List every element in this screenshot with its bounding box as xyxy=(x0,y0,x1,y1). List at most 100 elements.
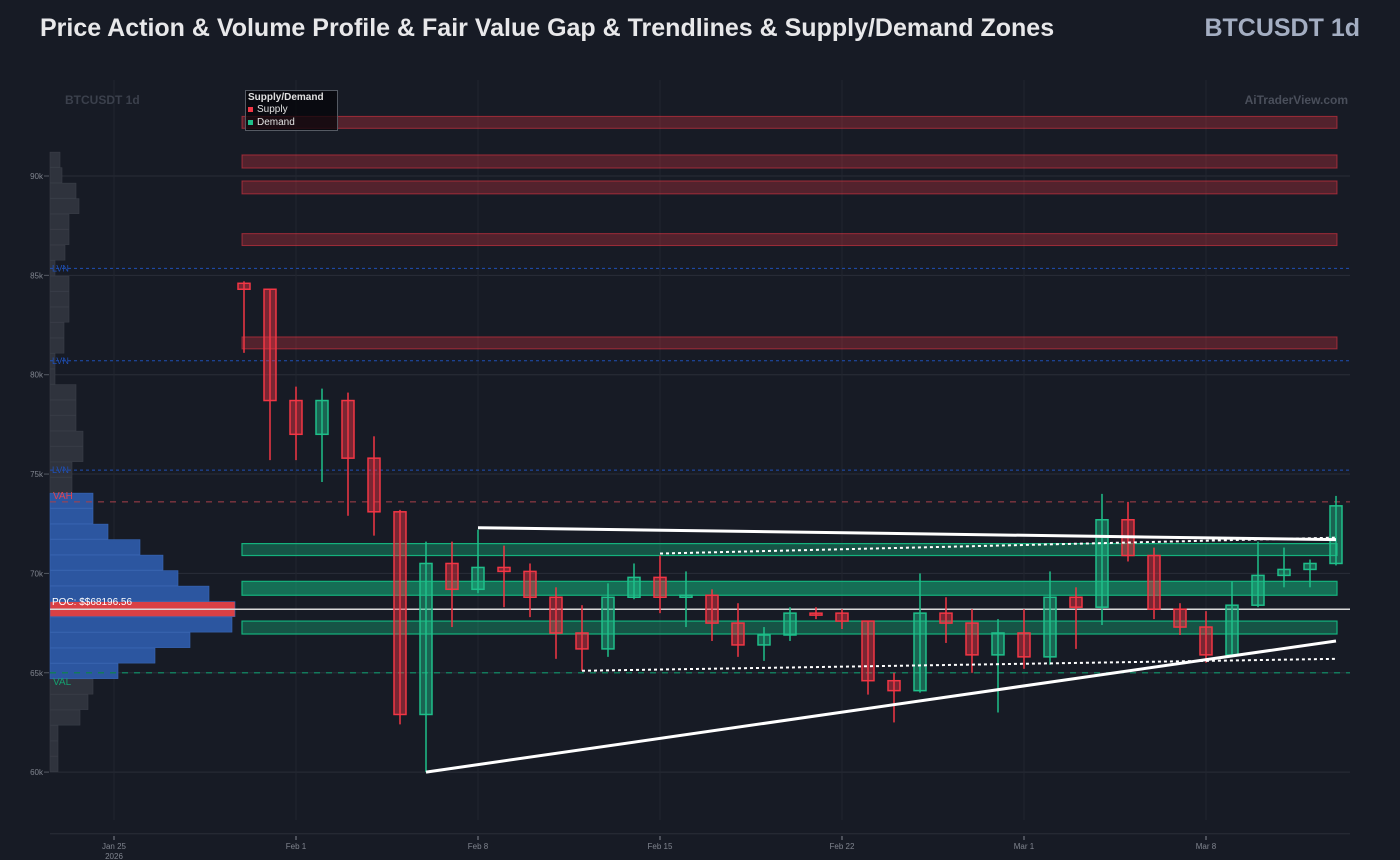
supply-zone xyxy=(241,233,1338,247)
candle-bearish xyxy=(1147,554,1161,610)
y-tick-label: 65k xyxy=(30,669,44,678)
volume-profile-bar xyxy=(49,585,210,602)
candle-bullish xyxy=(419,562,433,716)
watermark-symbol: BTCUSDT 1d xyxy=(65,93,140,107)
supply-zone xyxy=(241,154,1338,169)
volume-profile-bar xyxy=(49,740,59,757)
lvn-label: LVN xyxy=(52,356,69,366)
candle-bearish xyxy=(835,612,849,622)
candle-bullish xyxy=(1329,505,1343,565)
page-title: Price Action & Volume Profile & Fair Val… xyxy=(40,14,1055,42)
x-tick-label: Feb 22 xyxy=(830,842,855,851)
volume-profile-bar xyxy=(49,694,89,710)
volume-profile-bar xyxy=(49,477,73,493)
demand-zone xyxy=(241,580,1338,596)
candle-bearish xyxy=(705,594,719,624)
candle-bearish xyxy=(289,399,303,436)
candle-bearish xyxy=(1199,626,1213,656)
demand-swatch-icon xyxy=(248,120,253,125)
volume-profile-bar xyxy=(49,539,141,555)
volume-profile-bar xyxy=(49,663,119,679)
symbol-label: BTCUSDT 1d xyxy=(1204,14,1360,42)
volume-profile-bar xyxy=(49,167,63,183)
candle-bearish xyxy=(809,612,823,616)
volume-profile-bar xyxy=(49,446,84,462)
candle-bearish xyxy=(497,566,511,573)
x-tick-label: Feb 15 xyxy=(648,842,673,851)
volume-profile-bar xyxy=(49,182,77,199)
y-tick-label: 60k xyxy=(30,768,44,777)
candle-bullish xyxy=(1251,574,1265,606)
volume-profile-bar xyxy=(49,399,77,416)
candle-bullish xyxy=(315,399,329,436)
candle-bullish xyxy=(757,634,771,646)
candle-bearish xyxy=(1017,632,1031,658)
candle-bearish xyxy=(887,679,901,692)
supply-swatch-icon xyxy=(248,107,253,112)
candle-bullish xyxy=(627,576,641,598)
volume-profile-bar xyxy=(49,337,65,354)
volume-profile-bar xyxy=(49,678,94,695)
legend-title: Supply/Demand xyxy=(248,92,324,103)
x-tick-label: Mar 8 xyxy=(1196,842,1217,851)
poc-label: POC: $$68196.56 xyxy=(52,597,132,608)
vah-label: VAH xyxy=(53,491,73,502)
candle-bearish xyxy=(653,576,667,598)
volume-profile-bar xyxy=(49,523,109,540)
legend-item-demand[interactable]: Demand xyxy=(248,116,335,129)
volume-profile-bar xyxy=(49,198,80,214)
candle-bearish xyxy=(237,282,251,291)
candle-bearish xyxy=(263,288,277,402)
candle-bullish xyxy=(1225,604,1239,656)
volume-profile-bar xyxy=(49,291,70,307)
candle-bearish xyxy=(341,399,355,459)
candle-bullish xyxy=(471,566,485,591)
demand-zone xyxy=(241,542,1338,557)
volume-profile-bar xyxy=(49,725,59,741)
val-label: VAL xyxy=(53,677,72,688)
volume-profile-bar xyxy=(49,151,61,168)
candle-bullish xyxy=(1095,519,1109,608)
lvn-label: LVN xyxy=(52,465,69,475)
x-tick-label: Jan 25 xyxy=(102,842,127,851)
legend: Supply/Demand Supply Demand xyxy=(245,90,338,131)
volume-profile-bar xyxy=(49,415,77,431)
candle-bearish xyxy=(367,457,381,513)
candle-bullish xyxy=(913,612,927,692)
lvn-label: LVN xyxy=(52,263,69,273)
volume-profile-bar xyxy=(49,647,156,664)
volume-profile-bar xyxy=(49,492,94,509)
trendline-dotted xyxy=(581,657,1337,672)
y-tick-label: 90k xyxy=(30,172,44,181)
candle-bearish xyxy=(939,612,953,624)
candle-bearish xyxy=(1173,608,1187,628)
volume-profile-bar xyxy=(49,756,59,772)
legend-item-supply[interactable]: Supply xyxy=(248,103,335,116)
x-tick-sublabel: 2026 xyxy=(105,852,123,860)
candle-bearish xyxy=(393,511,407,716)
x-tick-label: Feb 8 xyxy=(468,842,489,851)
x-tick-label: Feb 1 xyxy=(286,842,307,851)
supply-zone xyxy=(241,336,1338,350)
y-tick-label: 80k xyxy=(30,371,44,380)
candle-bearish xyxy=(523,570,537,598)
y-tick-label: 75k xyxy=(30,470,44,479)
trendline-dotted xyxy=(659,536,1337,555)
candle-bullish xyxy=(783,612,797,636)
y-tick-label: 70k xyxy=(30,569,44,578)
candle-bullish xyxy=(679,594,693,598)
candle-bearish xyxy=(861,620,875,682)
volume-profile-bar xyxy=(49,632,191,648)
watermark-site: AiTraderView.com xyxy=(1245,93,1348,107)
candle-bullish xyxy=(1277,568,1291,577)
volume-profile-bar xyxy=(49,322,65,338)
trendline xyxy=(425,639,1337,774)
volume-profile-bar xyxy=(49,368,56,385)
volume-profile-bar xyxy=(49,430,84,447)
candle-bullish xyxy=(1303,562,1317,571)
volume-profile-bar xyxy=(49,244,66,261)
supply-zone xyxy=(241,180,1338,195)
trendline xyxy=(477,526,1337,542)
volume-profile-bar xyxy=(49,384,77,400)
